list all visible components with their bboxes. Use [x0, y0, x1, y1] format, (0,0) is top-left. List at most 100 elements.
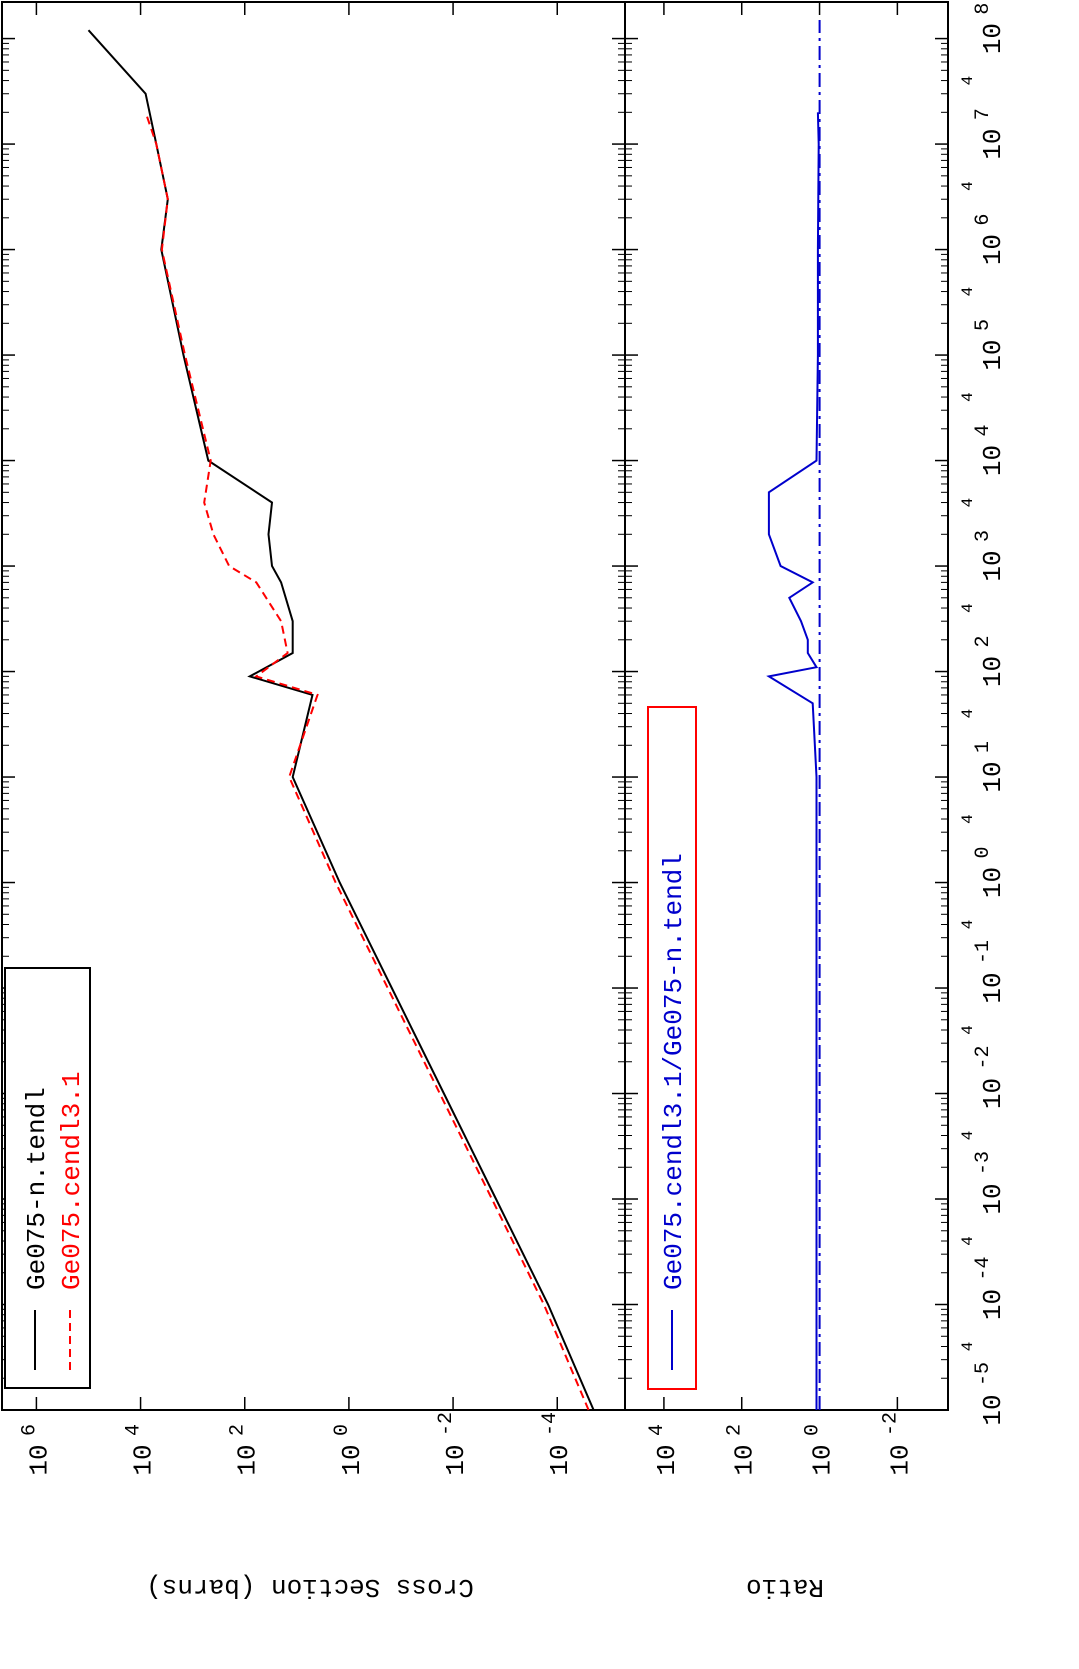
- x-minor-label-text: 4: [959, 603, 977, 613]
- plot-root: 10-5410-4410-3410-2410-14100410141024103…: [1, 1, 1008, 1602]
- x-minor-label-text: 4: [959, 709, 977, 719]
- y-tick-label: 10 2: [724, 1424, 760, 1476]
- x-tick-exponent: -1: [972, 940, 995, 964]
- top-series-line-1: [144, 111, 590, 1411]
- x-minor-label: 4: [959, 920, 977, 930]
- y-axis-title-top-text: Cross Section (barns): [146, 1572, 474, 1602]
- x-tick-base: 10: [978, 445, 1008, 476]
- x-minor-label: 4: [959, 603, 977, 613]
- x-tick-label: 10-5: [972, 1362, 1008, 1426]
- y-tick-label: 10-4: [539, 1412, 575, 1476]
- y-tick-exponent: 2: [724, 1424, 747, 1436]
- y-tick-label: 10 0: [802, 1424, 838, 1476]
- x-minor-label-text: 4: [959, 1131, 977, 1141]
- x-minor-label-text: 4: [959, 498, 977, 508]
- y-tick-base: 10: [24, 1444, 54, 1475]
- x-tick-base: 10: [978, 656, 1008, 687]
- x-tick-base: 10: [978, 234, 1008, 265]
- y-tick-label: 10-2: [879, 1412, 915, 1476]
- legend-bottom-box: [647, 706, 697, 1390]
- x-tick-base: 10: [978, 23, 1008, 54]
- x-minor-label-text: 4: [959, 1236, 977, 1246]
- x-tick-base: 10: [978, 761, 1008, 792]
- legend-top-entry: Ge075-n.tendl: [22, 1087, 52, 1290]
- x-tick-label: 10-3: [972, 1151, 1008, 1215]
- bottom-series-line-0: [766, 112, 820, 1410]
- x-minor-label-text: 4: [959, 181, 977, 191]
- x-minor-label: 4: [959, 181, 977, 191]
- y-tick-base: 10: [808, 1444, 838, 1475]
- x-minor-label: 4: [959, 709, 977, 719]
- legend-bottom-label: Ge075.cendl3.1/Ge075-n.tendl: [659, 853, 689, 1290]
- x-minor-label-text: 4: [959, 1342, 977, 1352]
- y-tick-exponent: -2: [879, 1412, 902, 1436]
- x-tick-exponent: -4: [972, 1256, 995, 1280]
- x-minor-label: 4: [959, 498, 977, 508]
- x-tick-label: 10 8: [972, 3, 1008, 55]
- x-tick-label: 10 6: [972, 214, 1008, 266]
- y-tick-base: 10: [233, 1444, 263, 1475]
- x-minor-label: 4: [959, 1342, 977, 1352]
- x-tick-base: 10: [978, 1289, 1008, 1320]
- x-tick-exponent: -2: [972, 1046, 995, 1070]
- legend-top: Ge075-n.tendl Ge075.cendl3.1: [4, 967, 91, 1389]
- x-tick-base: 10: [978, 1394, 1008, 1425]
- x-tick-base: 10: [978, 128, 1008, 159]
- x-minor-label: 4: [959, 76, 977, 86]
- y-tick-base: 10: [730, 1444, 760, 1475]
- y-tick-label: 10 2: [227, 1424, 263, 1476]
- x-minor-label-text: 4: [959, 920, 977, 930]
- legend-top-label: Ge075-n.tendl: [22, 1087, 52, 1290]
- y-tick-exponent: -2: [435, 1412, 458, 1436]
- y-tick-base: 10: [337, 1444, 367, 1475]
- x-tick-exponent: 4: [972, 425, 995, 437]
- x-minor-label-text: 4: [959, 76, 977, 86]
- x-tick-exponent: 0: [972, 847, 995, 859]
- y-tick-label: 10 4: [123, 1424, 159, 1476]
- x-tick-exponent: 5: [972, 319, 995, 331]
- x-tick-base: 10: [978, 339, 1008, 370]
- x-minor-label-text: 4: [959, 814, 977, 824]
- x-tick-label: 10 3: [972, 530, 1008, 582]
- x-tick-base: 10: [978, 1183, 1008, 1214]
- y-tick-label: 10 0: [331, 1424, 367, 1476]
- x-tick-exponent: 3: [972, 530, 995, 542]
- x-tick-exponent: 2: [972, 636, 995, 648]
- y-tick-exponent: 6: [18, 1424, 41, 1436]
- x-tick-exponent: 1: [972, 741, 995, 753]
- y-tick-base: 10: [885, 1444, 915, 1475]
- y-axis-title-bottom-text: Ratio: [746, 1572, 824, 1602]
- x-minor-label: 4: [959, 1025, 977, 1035]
- legend-top-box: [4, 967, 91, 1389]
- plot-frame: [1, 1, 949, 1411]
- y-axis-title-bottom: Ratio: [746, 1572, 824, 1602]
- x-minor-label: 4: [959, 1131, 977, 1141]
- x-minor-label: 4: [959, 392, 977, 402]
- x-tick-base: 10: [978, 1078, 1008, 1109]
- y-tick-exponent: 4: [646, 1424, 669, 1436]
- y-tick-base: 10: [441, 1444, 471, 1475]
- x-tick-exponent: 6: [972, 214, 995, 226]
- y-axis-title-top: Cross Section (barns): [146, 1572, 474, 1602]
- x-tick-label: 10 5: [972, 319, 1008, 371]
- x-tick-label: 10 2: [972, 636, 1008, 688]
- legend-bottom-entry: Ge075.cendl3.1/Ge075-n.tendl: [659, 853, 689, 1290]
- x-minor-label: 4: [959, 287, 977, 297]
- y-tick-label: 10-2: [435, 1412, 471, 1476]
- x-tick-label: 10-4: [972, 1256, 1008, 1320]
- x-minor-label: 4: [959, 814, 977, 824]
- x-minor-label-text: 4: [959, 1025, 977, 1035]
- x-minor-label-text: 4: [959, 392, 977, 402]
- x-tick-base: 10: [978, 972, 1008, 1003]
- y-tick-label: 10 6: [18, 1424, 54, 1476]
- x-tick-label: 10-1: [972, 940, 1008, 1004]
- x-tick-label: 10 4: [972, 425, 1008, 477]
- y-tick-exponent: -4: [539, 1412, 562, 1436]
- y-tick-base: 10: [129, 1444, 159, 1475]
- x-tick-label: 10 1: [972, 741, 1008, 793]
- legend-top-entry: Ge075.cendl3.1: [57, 1072, 87, 1290]
- legend-top-label: Ge075.cendl3.1: [57, 1072, 87, 1290]
- x-tick-label: 10-2: [972, 1046, 1008, 1110]
- y-tick-base: 10: [652, 1444, 682, 1475]
